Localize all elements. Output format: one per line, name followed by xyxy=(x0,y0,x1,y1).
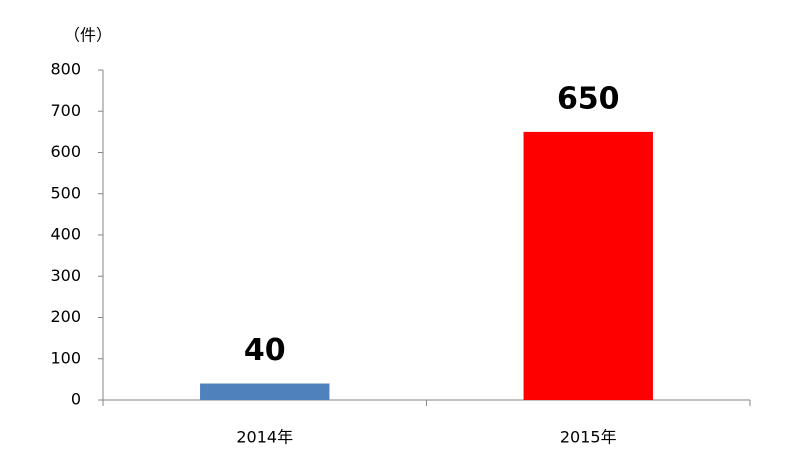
y-tick-label: 100 xyxy=(50,348,81,367)
bar xyxy=(200,383,330,400)
y-tick-label: 600 xyxy=(50,142,81,161)
y-tick-label: 200 xyxy=(50,307,81,326)
value-label: 650 xyxy=(557,81,620,116)
bar xyxy=(523,131,653,400)
value-label: 40 xyxy=(244,333,286,368)
y-tick-label: 400 xyxy=(50,225,81,244)
y-tick-label: 700 xyxy=(50,101,81,120)
y-tick-label: 300 xyxy=(50,266,81,285)
x-tick-label: 2014年 xyxy=(236,428,293,447)
y-tick-label: 0 xyxy=(71,390,81,409)
y-tick-label: 800 xyxy=(50,60,81,79)
y-axis-label: （件） xyxy=(64,26,112,45)
y-tick-label: 500 xyxy=(50,183,81,202)
x-tick-label: 2015年 xyxy=(560,428,617,447)
